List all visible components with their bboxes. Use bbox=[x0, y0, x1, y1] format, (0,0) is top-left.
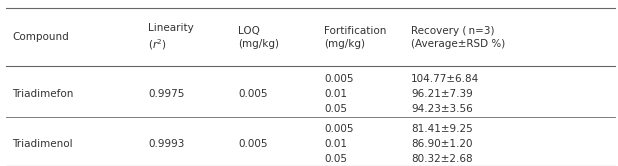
Text: 0.01: 0.01 bbox=[324, 89, 347, 99]
Text: Linearity
($r^2$): Linearity ($r^2$) bbox=[148, 23, 194, 52]
Text: 0.9975: 0.9975 bbox=[148, 89, 185, 99]
Text: 86.90±1.20: 86.90±1.20 bbox=[411, 139, 473, 149]
Text: 80.32±2.68: 80.32±2.68 bbox=[411, 154, 473, 164]
Text: 0.05: 0.05 bbox=[324, 154, 347, 164]
Text: 0.005: 0.005 bbox=[238, 139, 268, 149]
Text: 104.77±6.84: 104.77±6.84 bbox=[411, 74, 479, 84]
Text: LOQ
(mg/kg): LOQ (mg/kg) bbox=[238, 26, 279, 49]
Text: Compound: Compound bbox=[12, 32, 69, 42]
Text: 0.05: 0.05 bbox=[324, 104, 347, 114]
Text: 0.005: 0.005 bbox=[238, 89, 268, 99]
Text: 0.005: 0.005 bbox=[324, 74, 354, 84]
Text: 0.01: 0.01 bbox=[324, 139, 347, 149]
Text: Triadimefon: Triadimefon bbox=[12, 89, 74, 99]
Text: Fortification
(mg/kg): Fortification (mg/kg) bbox=[324, 26, 387, 49]
Text: 96.21±7.39: 96.21±7.39 bbox=[411, 89, 473, 99]
Text: 0.005: 0.005 bbox=[324, 124, 354, 134]
Text: 0.9993: 0.9993 bbox=[148, 139, 185, 149]
Text: 94.23±3.56: 94.23±3.56 bbox=[411, 104, 473, 114]
Text: Recovery ( n=3)
(Average±RSD %): Recovery ( n=3) (Average±RSD %) bbox=[411, 26, 506, 49]
Text: 81.41±9.25: 81.41±9.25 bbox=[411, 124, 473, 134]
Text: Triadimenol: Triadimenol bbox=[12, 139, 73, 149]
